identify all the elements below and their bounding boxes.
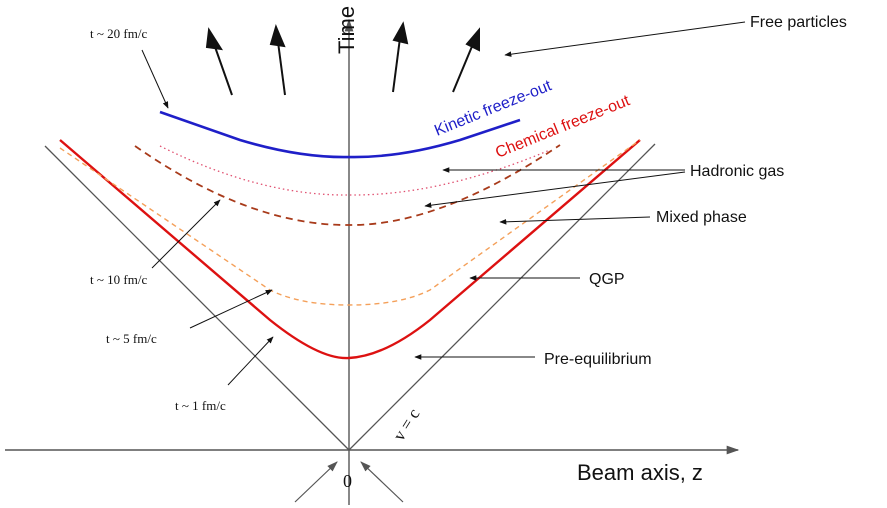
light-cone-left xyxy=(44,145,350,451)
t1-pointer xyxy=(227,336,274,386)
hadronic-gas-dotted-curve xyxy=(159,145,551,196)
mixed-phase-orange-dashed-curve xyxy=(59,139,641,306)
time-label-10: t ~ 10 fm/c xyxy=(90,272,147,287)
free-particles-label: Free particles xyxy=(750,14,847,31)
t10-pointer xyxy=(151,199,221,269)
t20-pointer xyxy=(141,49,169,109)
mixed-phase-label: Mixed phase xyxy=(656,209,747,226)
time-axis-label: Time xyxy=(334,6,359,54)
time-label-1: t ~ 1 fm/c xyxy=(175,398,226,413)
mixed-phase-pointer xyxy=(499,216,651,225)
incoming-beam-left xyxy=(294,461,338,503)
light-cone-label: v = c xyxy=(389,405,423,444)
time-label-5: t ~ 5 fm/c xyxy=(106,331,157,346)
qgp-label: QGP xyxy=(589,271,625,288)
origin-label: 0 xyxy=(343,471,352,491)
hadronic-gas-pointer-lower xyxy=(424,171,686,208)
beam-axis-label: Beam axis, z xyxy=(577,460,703,485)
free-particle-arrows xyxy=(205,21,480,96)
free-particles-pointer xyxy=(504,21,746,57)
time-label-20: t ~ 20 fm/c xyxy=(90,26,147,41)
t5-pointer xyxy=(189,289,273,329)
light-cone-right xyxy=(348,143,656,451)
hadronic-gas-label: Hadronic gas xyxy=(690,163,784,180)
incoming-beam-right xyxy=(360,461,404,503)
qgp-boundary-curve xyxy=(59,139,641,360)
kinetic-freeze-out-curve xyxy=(159,110,521,159)
pre-equilibrium-label: Pre-equilibrium xyxy=(544,351,652,368)
mixed-phase-brown-dashed-curve xyxy=(134,144,561,226)
